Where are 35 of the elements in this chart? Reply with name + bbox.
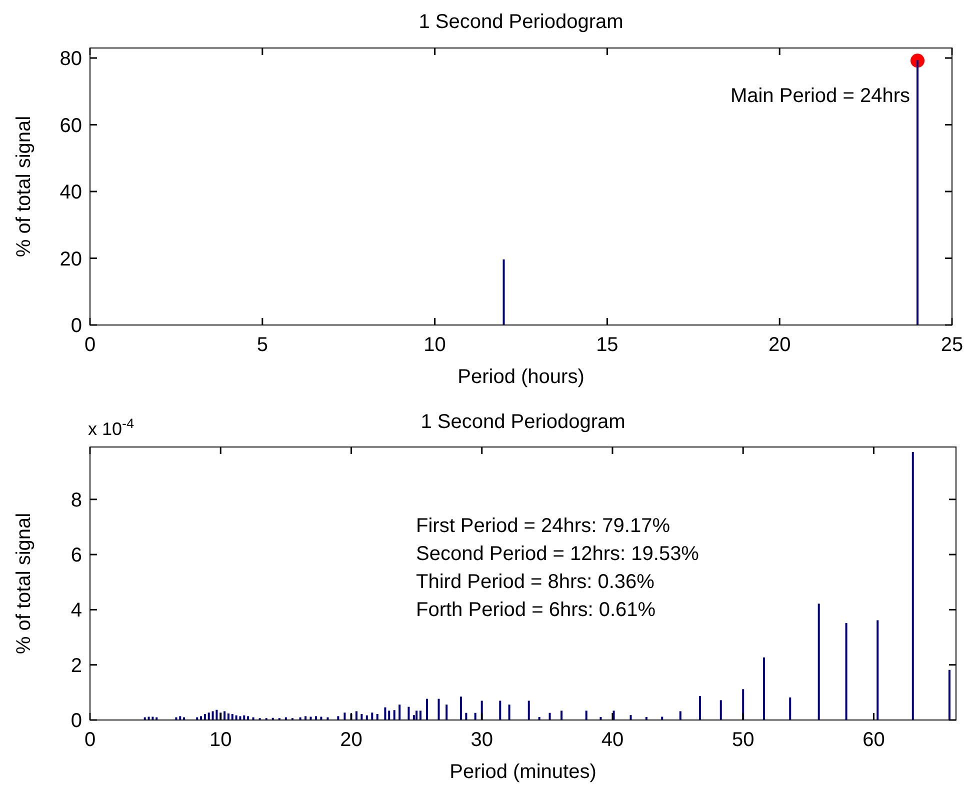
x-tick-label: 40	[601, 729, 624, 751]
y-tick-label: 60	[60, 114, 82, 137]
x-tick-label: 30	[470, 729, 493, 751]
y-tick-label: 8	[70, 489, 82, 512]
x-tick-label: 15	[596, 334, 618, 356]
y-tick-label: 40	[60, 182, 82, 204]
x-tick-label: 50	[732, 729, 754, 751]
y-tick-label: 6	[70, 544, 82, 567]
x-tick-label: 10	[424, 334, 446, 356]
x-tick-label: 60	[862, 729, 885, 751]
chart-title: 1 Second Periodogram	[418, 11, 624, 33]
x-tick-label: 0	[84, 729, 96, 751]
y-tick-label: 0	[70, 710, 82, 732]
x-tick-label: 10	[209, 729, 232, 751]
y-tick-label: 2	[70, 654, 82, 677]
annotation: Third Period = 8hrs: 0.36%	[416, 571, 655, 593]
y-tick-label: 0	[70, 315, 82, 337]
x-tick-label: 5	[256, 334, 268, 356]
x-axis-title: Period (minutes)	[450, 761, 596, 783]
text: x 10$^{-4}$	[88, 416, 135, 439]
x-tick-label: 25	[940, 334, 964, 356]
x-tick-label: 0	[84, 334, 96, 356]
chart-title: 1 Second Periodogram	[420, 411, 626, 433]
y-tick-label: 20	[60, 248, 82, 270]
y-tick-label: 4	[70, 600, 82, 622]
annotation: Forth Period = 6hrs: 0.61%	[416, 599, 656, 621]
y-axis-title: % of total signal	[13, 512, 35, 654]
annotation: First Period = 24hrs: 79.17%	[416, 515, 670, 537]
y-tick-label: 80	[60, 48, 82, 70]
x-axis-title: Period (hours)	[458, 366, 584, 388]
y-axis-title: % of total signal	[13, 116, 35, 258]
annotation: Main Period = 24hrs	[730, 85, 910, 107]
annotation: Second Period = 12hrs: 19.53%	[416, 543, 700, 565]
x-tick-label: 20	[768, 334, 791, 356]
x-tick-label: 20	[340, 729, 362, 751]
